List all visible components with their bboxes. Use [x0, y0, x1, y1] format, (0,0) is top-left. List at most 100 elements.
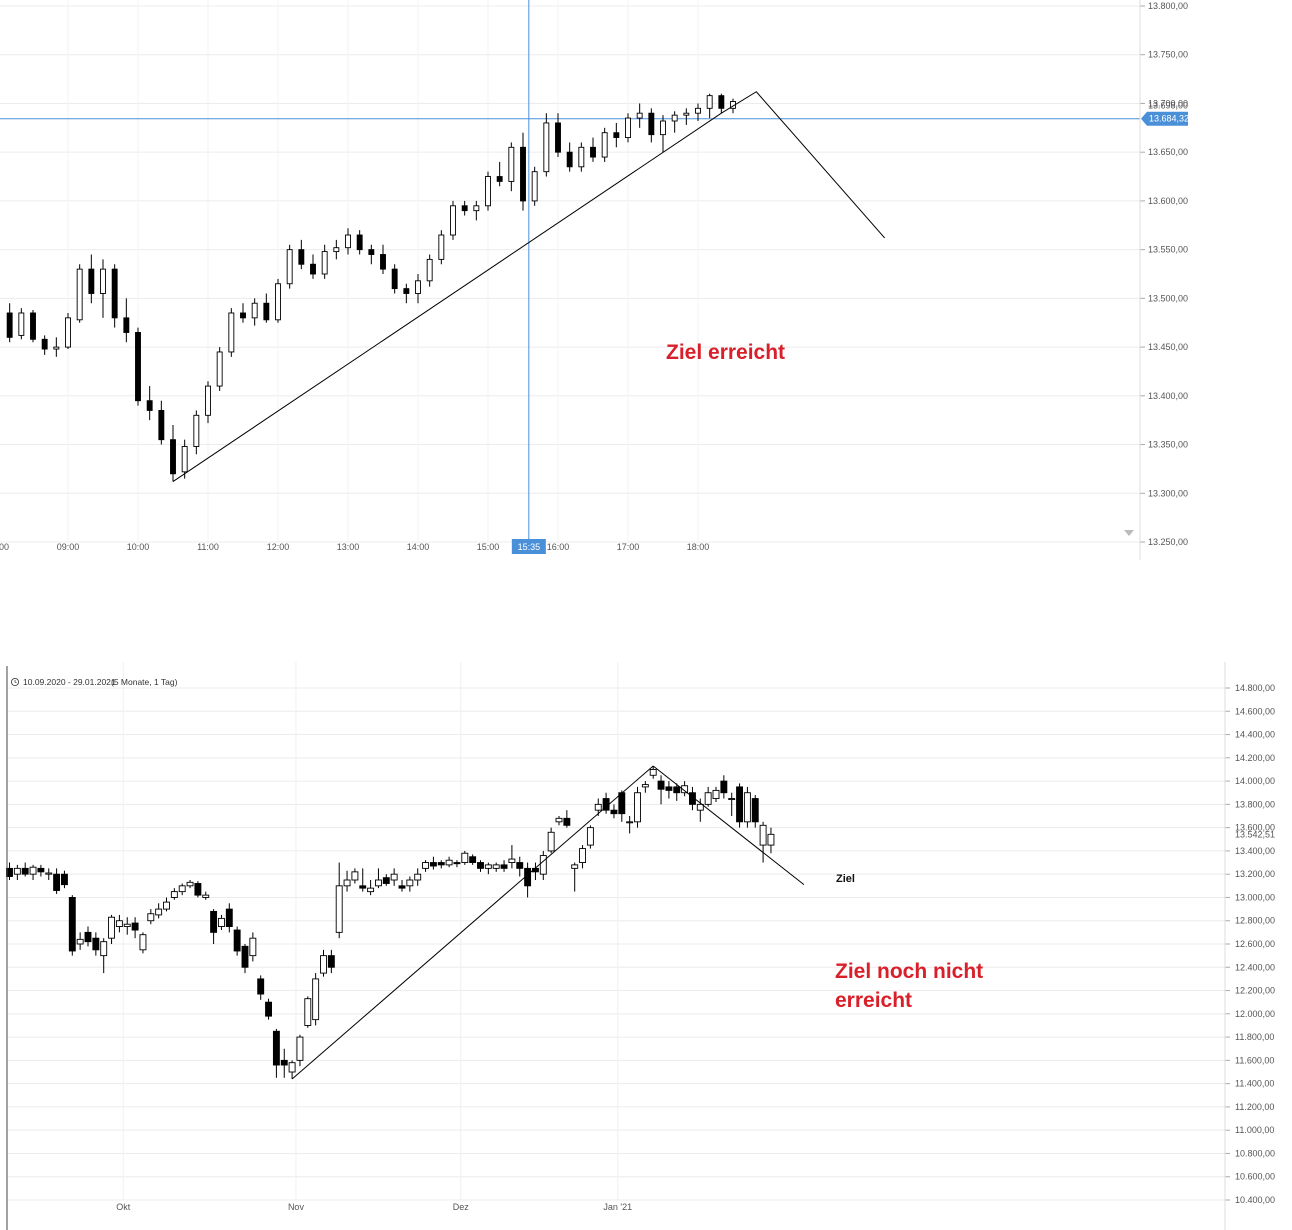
date-range-detail: (5 Monate, 1 Tag)	[111, 677, 178, 687]
chart1-y-tick-label: 13.600,00	[1148, 196, 1188, 206]
chart2-candle	[673, 786, 681, 794]
date-range-header[interactable]: 10.09.2020 - 29.01.2021 (5 Monate, 1 Tag…	[10, 677, 178, 687]
chart2-candle	[351, 871, 359, 881]
chart1-candle	[531, 171, 538, 202]
chart1-candle	[356, 234, 363, 251]
chart2-candle	[131, 922, 139, 931]
chart1-candle	[100, 268, 106, 294]
chart1-candle	[6, 312, 13, 338]
chart2-drawn-lines	[291, 765, 805, 1080]
chart2-candle	[626, 821, 634, 824]
chart2-y-tick-label: 12.600,00	[1235, 939, 1275, 949]
chart2-candle	[61, 873, 68, 886]
chart1-candle	[473, 205, 480, 212]
chart1-candle	[345, 234, 351, 249]
chart2-candle	[45, 872, 53, 875]
chart1-last-price-label: 13.698,00	[1148, 100, 1188, 110]
chart2-y-tick-label: 14.800,00	[1235, 683, 1275, 693]
chart2-y-tick-label: 10.600,00	[1235, 1172, 1275, 1182]
chart1-candle	[683, 112, 690, 116]
chart1-crosshair-time-tag	[511, 539, 546, 554]
chart1-x-tick-label: 14:00	[407, 542, 430, 552]
chart1-y-tick-label: 13.350,00	[1148, 440, 1188, 450]
chart2-y-tick-label: 14.600,00	[1235, 706, 1275, 716]
chart1-candle	[403, 288, 410, 294]
chart2-x-tick-label: Jan '21	[603, 1202, 632, 1212]
chart2-x-tick-label: Dez	[453, 1202, 470, 1212]
chart1-candle	[380, 254, 386, 270]
chart1-candle	[298, 249, 305, 265]
chart1-y-tick-label: 13.500,00	[1148, 293, 1188, 303]
chart1-candle	[216, 351, 223, 387]
chart2-candle	[492, 864, 500, 869]
chart1-candle	[286, 249, 293, 285]
chart2-candle	[194, 883, 202, 896]
chart1-x-tick-label: 09:00	[57, 542, 80, 552]
chart1-candle	[660, 120, 666, 136]
chart2-candle	[665, 786, 673, 791]
chart2-candle	[186, 881, 194, 887]
chart1-candle	[41, 338, 48, 350]
chart1-candle	[193, 414, 200, 447]
chart2-candle	[461, 852, 469, 863]
chart2-candle	[477, 862, 484, 869]
chart1-grid	[0, 0, 1140, 543]
chart2-candle	[414, 873, 422, 881]
chart2-y-tick-label: 14.200,00	[1235, 753, 1275, 763]
chart2-candle	[343, 879, 351, 887]
chart2-candle	[720, 780, 728, 794]
chart1-target-line	[721, 91, 886, 239]
chart1-y-tick-label: 13.700,00	[1148, 98, 1188, 108]
chart2-candle	[390, 873, 398, 881]
chart2-candle	[437, 862, 445, 866]
chart1-candle	[76, 268, 83, 321]
chart2-candle	[539, 855, 547, 875]
date-range-label: 10.09.2020 - 29.01.2021	[23, 677, 116, 687]
chart2-candle	[547, 831, 555, 852]
chart2-y-tick-label: 11.800,00	[1235, 1032, 1274, 1042]
chart2-candle	[68, 897, 76, 952]
chart2-candle	[100, 941, 108, 957]
chart2-y-tick-label: 13.200,00	[1235, 869, 1275, 879]
chart2-candle	[13, 867, 21, 875]
chart2-candle	[76, 938, 84, 945]
chart2-background	[0, 662, 1280, 1230]
chart2-candle	[280, 1059, 288, 1066]
chart2-y-tick-label: 11.200,00	[1235, 1102, 1274, 1112]
chart2-candle	[92, 937, 100, 951]
chart1-y-axis: 13.800,00 13.750,00 13.700,00 13.650,00 13.6…	[1139, 0, 1188, 560]
chart1-annotation: Ziel erreicht	[666, 341, 785, 364]
chart2-candle	[123, 923, 131, 927]
clock-icon	[10, 677, 20, 687]
chart2-candle	[202, 894, 210, 898]
chart1-candle	[438, 234, 445, 260]
chart1-price-labels: 13.698,00 13.684,32 15:35	[511, 100, 1189, 554]
chart1-x-tick-label: 00	[0, 542, 9, 552]
chart1-candles	[6, 93, 736, 482]
chart1-candle	[508, 146, 515, 182]
chart2-candle	[759, 824, 767, 846]
chart2-y-tick-label: 12.800,00	[1235, 916, 1275, 926]
chart2-candle	[147, 913, 155, 922]
chart1-candle	[566, 151, 573, 168]
chart2-candle	[375, 879, 382, 887]
chart2-y-tick-label: 12.200,00	[1235, 986, 1275, 996]
chart2-candle	[618, 792, 626, 815]
chart1-y-tick-label: 13.800,00	[1148, 1, 1188, 11]
chart1-candle	[123, 317, 130, 333]
chart1-candle	[543, 122, 550, 173]
scroll-down-icon[interactable]	[1124, 530, 1134, 536]
chart2-candle	[508, 858, 516, 863]
chart1-candle	[590, 146, 596, 158]
chart2-candle	[210, 910, 218, 933]
chart1-x-tick-label: 16:00	[547, 542, 570, 552]
chart2-candle	[681, 785, 689, 794]
chart2-candle	[712, 789, 720, 799]
chart2-candle	[359, 885, 367, 889]
chart2-candle	[398, 885, 406, 889]
chart2-candle	[500, 864, 508, 869]
chart2-candle	[21, 867, 29, 875]
chart1-trend-line	[172, 112, 722, 482]
chart2-candle	[163, 901, 170, 910]
chart1-y-tick-label: 13.450,00	[1148, 342, 1188, 352]
